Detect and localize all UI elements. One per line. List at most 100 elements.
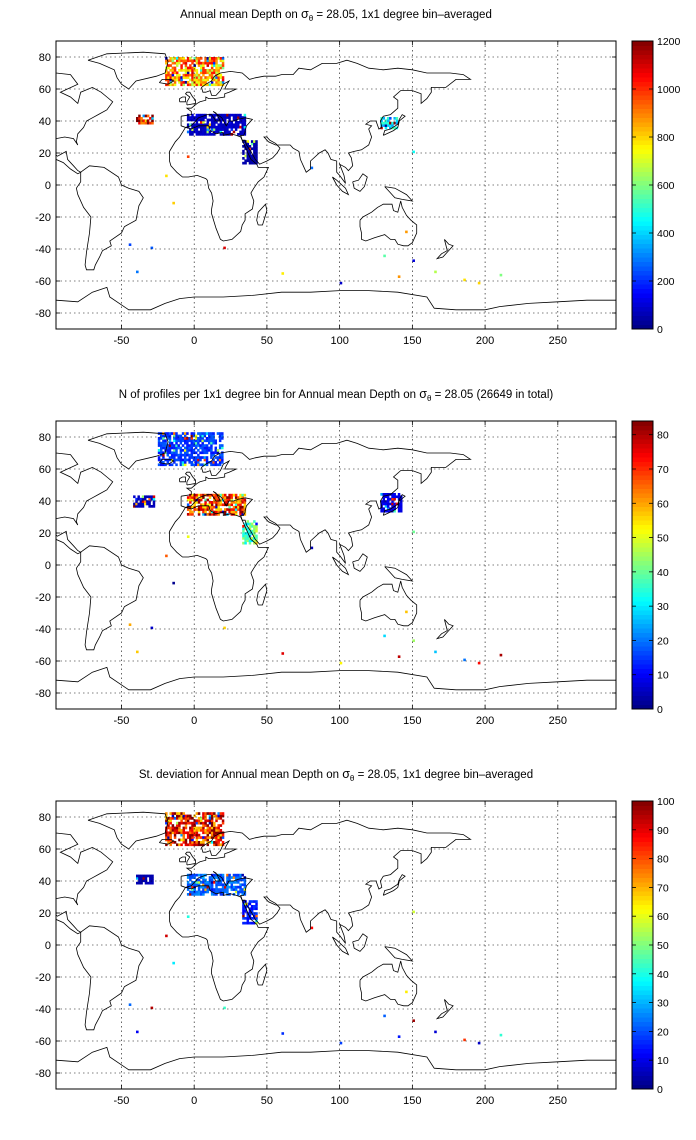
data-bin xyxy=(193,831,196,835)
colorbar-segment xyxy=(632,50,653,55)
data-bin xyxy=(232,113,236,117)
data-bin xyxy=(197,513,201,516)
data-bin xyxy=(195,493,199,497)
data-bin xyxy=(186,57,190,60)
data-bin xyxy=(217,501,220,504)
data-bin xyxy=(171,61,175,65)
data-bin xyxy=(146,502,149,506)
data-bin xyxy=(243,125,247,129)
data-bin xyxy=(234,876,238,879)
data-bin xyxy=(232,510,236,514)
data-bin xyxy=(242,921,245,925)
data-bin xyxy=(179,449,183,452)
data-bin xyxy=(219,878,223,882)
data-bin xyxy=(152,495,156,499)
data-bin xyxy=(210,437,213,440)
coastline xyxy=(179,96,186,103)
data-bin xyxy=(197,812,201,815)
data-bin xyxy=(180,819,183,823)
data-bin xyxy=(184,439,187,443)
data-bin xyxy=(210,885,214,889)
data-bin xyxy=(167,831,170,835)
x-tick-label: 200 xyxy=(476,1095,494,1107)
data-bin xyxy=(195,81,199,84)
data-bin xyxy=(244,917,247,920)
data-bin xyxy=(191,831,194,835)
data-bin xyxy=(180,81,183,84)
data-bin xyxy=(186,508,190,511)
data-bin xyxy=(204,838,207,842)
colorbar-segment xyxy=(632,877,653,883)
colorbar-segment xyxy=(632,931,653,937)
data-bin xyxy=(168,446,172,450)
data-bin xyxy=(212,451,215,455)
data-bin xyxy=(191,841,194,844)
data-bin xyxy=(239,510,242,514)
data-bin xyxy=(210,441,213,445)
data-bin xyxy=(206,833,210,837)
data-bin xyxy=(234,493,238,497)
data-bin xyxy=(160,449,163,452)
coastline xyxy=(56,286,616,311)
data-bin xyxy=(234,513,238,516)
data-bin xyxy=(138,874,141,878)
data-bin xyxy=(339,661,343,665)
data-bin xyxy=(230,508,234,511)
data-bin xyxy=(202,814,205,818)
data-bin xyxy=(221,888,225,891)
data-bin xyxy=(210,503,214,507)
data-bin xyxy=(217,118,220,122)
data-bin xyxy=(197,510,201,514)
data-bin xyxy=(173,451,176,455)
data-bin xyxy=(186,843,190,847)
data-bin xyxy=(412,150,415,154)
data-bin xyxy=(250,157,254,160)
colorbar-segment xyxy=(632,547,653,552)
coastline xyxy=(159,839,175,845)
data-bin xyxy=(250,142,254,146)
data-bin xyxy=(189,817,192,820)
data-bin xyxy=(195,826,199,830)
data-bin xyxy=(184,463,187,467)
data-bin xyxy=(176,71,179,75)
data-bin xyxy=(239,113,242,117)
data-bin xyxy=(180,843,183,847)
data-bin xyxy=(202,513,205,516)
data-bin xyxy=(178,81,181,84)
data-bin xyxy=(255,145,258,148)
data-bin xyxy=(168,456,172,459)
data-bin xyxy=(205,461,209,464)
x-tick-label: -50 xyxy=(114,335,130,347)
data-bin xyxy=(208,441,211,445)
data-bin xyxy=(167,824,170,827)
data-bin xyxy=(219,883,223,887)
data-bin xyxy=(210,463,213,467)
colorbar-segment xyxy=(632,596,653,602)
data-bin xyxy=(218,432,222,435)
data-bin xyxy=(206,61,210,65)
colorbar-segment xyxy=(632,1062,653,1067)
data-bin xyxy=(133,502,136,506)
data-bin xyxy=(189,510,192,514)
colorbar-tick-label: 1000 xyxy=(657,84,681,96)
data-bin xyxy=(197,833,201,837)
data-bin xyxy=(386,121,390,125)
colorbar-tick-label: 60 xyxy=(657,911,669,923)
data-bin xyxy=(206,888,210,891)
data-bin xyxy=(195,873,199,877)
data-bin xyxy=(434,1030,437,1034)
data-bin xyxy=(197,81,201,84)
colorbar-segment xyxy=(632,637,653,642)
data-bin xyxy=(218,461,222,464)
data-bin xyxy=(397,655,401,658)
data-bin xyxy=(397,1035,401,1038)
data-bin xyxy=(136,650,139,654)
data-bin xyxy=(180,76,183,79)
data-bin xyxy=(176,73,179,77)
data-bin xyxy=(250,161,254,165)
data-bin xyxy=(230,121,234,124)
data-bin xyxy=(191,66,194,70)
data-bin xyxy=(151,874,154,878)
data-bin xyxy=(171,69,175,72)
data-bin xyxy=(200,498,203,502)
